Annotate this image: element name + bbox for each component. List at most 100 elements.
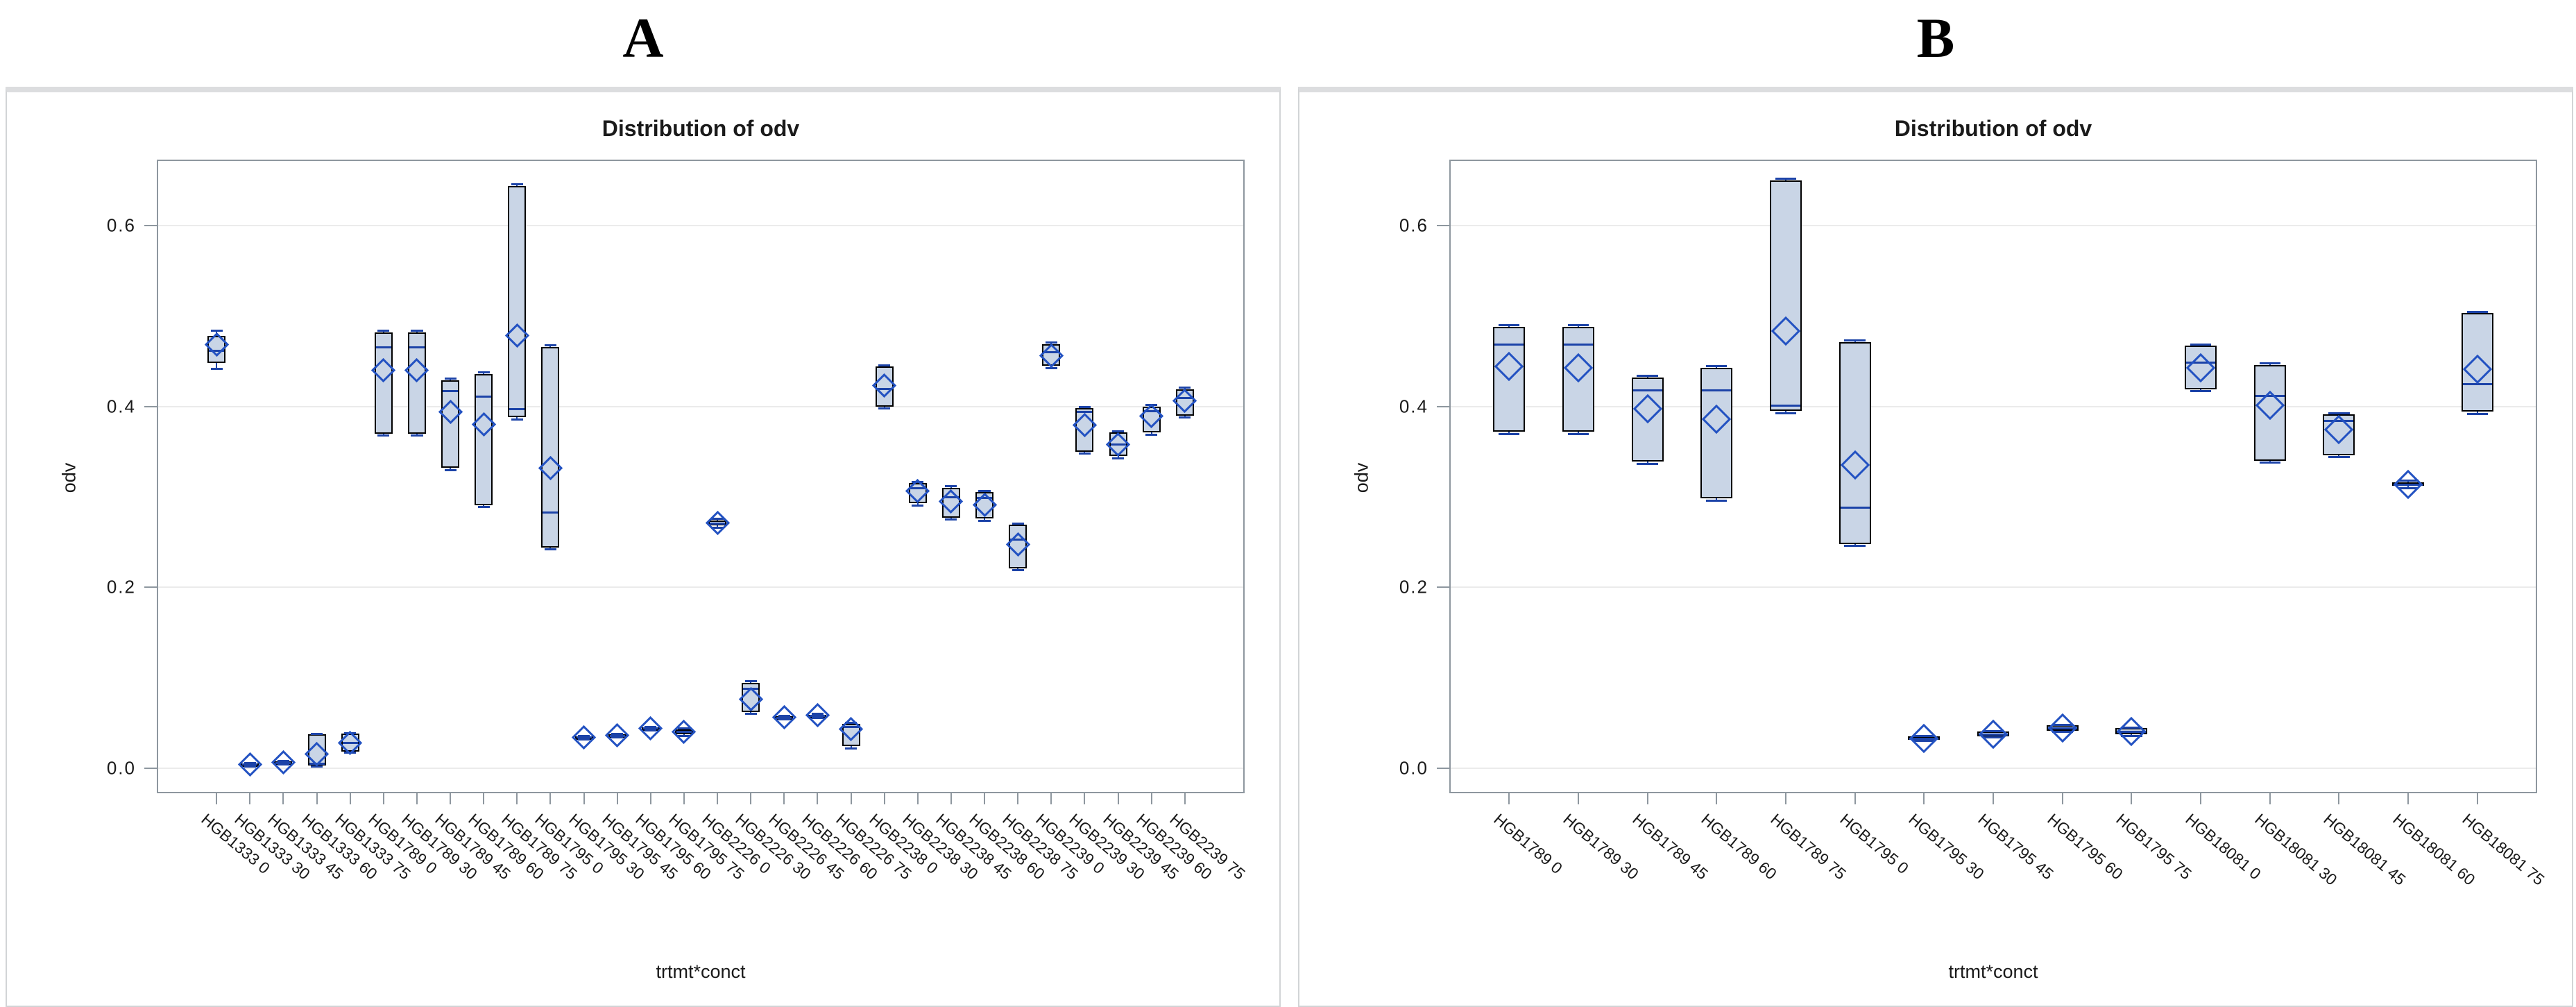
whisker-cap bbox=[878, 407, 891, 410]
box bbox=[975, 492, 994, 519]
whisker-cap bbox=[1637, 375, 1658, 378]
whisker-cap bbox=[2052, 724, 2073, 727]
x-axis-tick bbox=[616, 793, 618, 804]
box bbox=[941, 487, 960, 518]
y-axis-tick-label: 0.0 bbox=[106, 757, 136, 779]
whisker-cap bbox=[2466, 412, 2488, 415]
y-axis-tick-label: 0.2 bbox=[1399, 576, 1428, 598]
gridline bbox=[157, 225, 1245, 227]
whisker-cap bbox=[577, 734, 590, 737]
median-line bbox=[676, 731, 692, 734]
x-category-label: HGB1789 30 bbox=[1560, 810, 1642, 883]
whisker-cap bbox=[2328, 456, 2350, 459]
x-axis-tick bbox=[1993, 793, 1994, 804]
whisker-cap bbox=[811, 716, 824, 719]
x-axis-tick bbox=[2200, 793, 2202, 804]
y-axis-tick bbox=[1437, 405, 1449, 407]
box bbox=[2461, 313, 2493, 412]
figure-label-a: A bbox=[622, 6, 664, 69]
median-line bbox=[476, 396, 492, 398]
whisker-cap bbox=[912, 480, 924, 483]
median-line bbox=[710, 522, 726, 525]
median-line bbox=[943, 496, 959, 498]
median-line bbox=[576, 736, 592, 739]
whisker-cap bbox=[1145, 433, 1158, 436]
whisker-cap bbox=[444, 378, 457, 380]
box bbox=[2253, 364, 2286, 461]
whisker-cap bbox=[844, 747, 858, 750]
x-axis-tick bbox=[1577, 793, 1579, 804]
x-axis-tick bbox=[1050, 793, 1052, 804]
whisker-cap bbox=[1179, 416, 1191, 419]
x-axis-tick bbox=[1150, 793, 1152, 804]
gridline bbox=[1449, 225, 2537, 227]
whisker-cap bbox=[544, 344, 557, 346]
whisker-cap bbox=[511, 183, 523, 186]
median-line bbox=[375, 346, 391, 348]
whisker-cap bbox=[544, 548, 557, 551]
whisker-cap bbox=[1844, 339, 1866, 342]
median-line bbox=[876, 387, 892, 390]
x-axis-tick bbox=[1716, 793, 1718, 804]
x-category-label: HGB1789 45 bbox=[1628, 810, 1712, 883]
x-axis-tick bbox=[1784, 793, 1786, 804]
plot-area-b: 0.0 0.2 0.4 0.6 HGB1789 0 HGB1789 30 HGB1789 4… bbox=[1299, 92, 2572, 1006]
median-line bbox=[1771, 405, 1800, 407]
x-axis-tick bbox=[416, 793, 418, 804]
median-line bbox=[642, 727, 658, 730]
whisker-cap bbox=[1982, 730, 2004, 733]
whisker-cap bbox=[978, 489, 991, 492]
median-line bbox=[1840, 507, 1870, 509]
gridline bbox=[1449, 586, 2537, 589]
x-axis-tick bbox=[2269, 793, 2271, 804]
median-line bbox=[2255, 394, 2285, 397]
x-axis-tick bbox=[717, 793, 719, 804]
y-axis-tick bbox=[1437, 586, 1449, 589]
x-axis-tick bbox=[750, 793, 752, 804]
box bbox=[1009, 525, 1027, 568]
whisker-cap bbox=[811, 713, 824, 716]
whisker-cap bbox=[2397, 486, 2419, 489]
x-axis-title-a: trtmt*conct bbox=[656, 961, 746, 982]
box bbox=[407, 332, 426, 434]
whisker-cap bbox=[277, 760, 290, 763]
whisker-cap bbox=[1706, 364, 1728, 367]
whisker-cap bbox=[344, 752, 357, 754]
whisker-cap bbox=[377, 330, 390, 332]
box bbox=[374, 332, 393, 434]
whisker-cap bbox=[477, 371, 490, 374]
box bbox=[307, 734, 326, 765]
whisker-cap bbox=[912, 504, 924, 507]
whisker-cap bbox=[645, 729, 657, 731]
x-axis-tick bbox=[549, 793, 552, 804]
x-axis-tick bbox=[1854, 793, 1856, 804]
box bbox=[475, 373, 493, 505]
y-axis-tick-label: 0.6 bbox=[1399, 214, 1428, 236]
y-axis-tick bbox=[144, 767, 157, 769]
whisker-cap bbox=[1637, 462, 1658, 465]
whisker-cap bbox=[711, 527, 724, 530]
median-line bbox=[977, 497, 993, 500]
whisker-cap bbox=[744, 713, 757, 716]
whisker-cap bbox=[577, 738, 590, 741]
whisker-cap bbox=[210, 330, 223, 332]
whisker-cap bbox=[945, 518, 957, 521]
x-category-label: HGB1789 75 bbox=[1767, 810, 1850, 883]
whisker-cap bbox=[2259, 362, 2280, 365]
median-line bbox=[810, 714, 826, 717]
x-axis-tick bbox=[783, 793, 785, 804]
whisker-cap bbox=[844, 722, 858, 725]
whisker-cap bbox=[277, 763, 290, 766]
median-line bbox=[1010, 539, 1026, 541]
median-line bbox=[409, 346, 425, 348]
whisker-cap bbox=[2466, 310, 2488, 313]
plot-frame bbox=[1449, 160, 2537, 793]
y-axis-tick-label: 0.4 bbox=[106, 396, 136, 417]
box bbox=[1769, 180, 1802, 412]
whisker-cap bbox=[1567, 324, 1589, 327]
median-line bbox=[2047, 727, 2077, 730]
y-axis-tick bbox=[144, 586, 157, 589]
y-axis-tick bbox=[144, 225, 157, 227]
median-line bbox=[509, 408, 525, 411]
figure-label-b: B bbox=[1916, 6, 1955, 69]
